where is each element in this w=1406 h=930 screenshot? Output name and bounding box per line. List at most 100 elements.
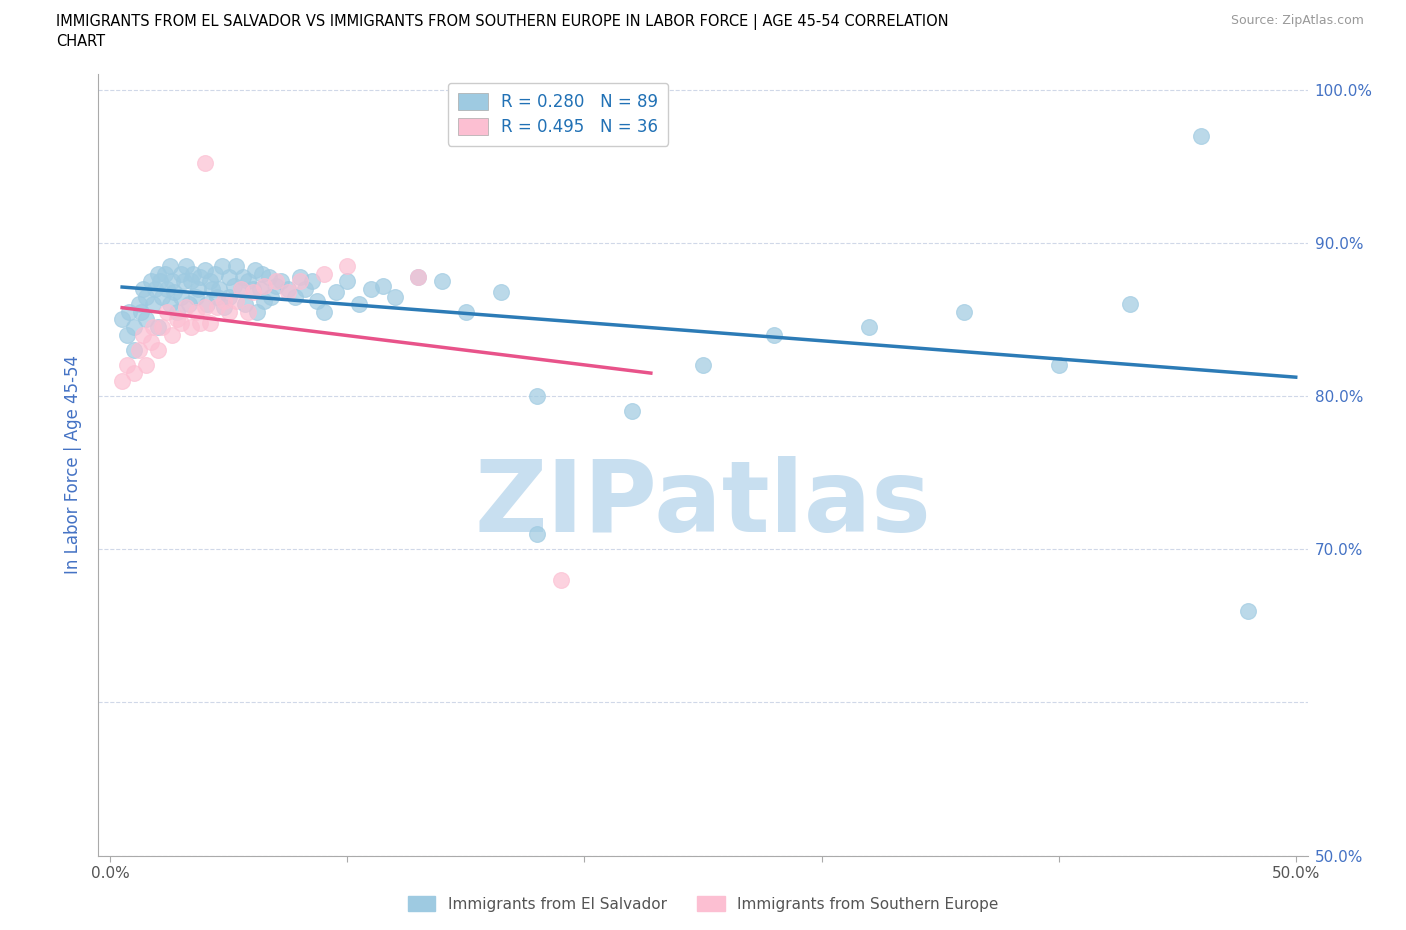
Point [174, 259, 197, 273]
Point [288, 269, 311, 284]
Point [170, 266, 193, 281]
Point [246, 304, 269, 319]
Point [325, 285, 347, 299]
Point [135, 312, 157, 327]
Point [242, 285, 264, 299]
Point [253, 294, 276, 309]
Point [118, 304, 141, 319]
Text: ZIPatlas: ZIPatlas [475, 456, 931, 552]
Point [526, 526, 548, 541]
Point [253, 278, 276, 293]
Point [128, 297, 150, 312]
Point [243, 263, 266, 278]
Point [1189, 128, 1212, 143]
Point [156, 282, 179, 297]
Point [211, 259, 233, 273]
Point [294, 282, 316, 297]
Point [194, 263, 217, 278]
Point [277, 285, 299, 299]
Point [336, 273, 359, 288]
Point [371, 278, 394, 293]
Point [305, 294, 328, 309]
Point [250, 266, 273, 281]
Point [198, 273, 221, 288]
Point [858, 320, 880, 335]
Point [152, 320, 174, 335]
Point [550, 573, 572, 588]
Point [139, 335, 162, 350]
Point [432, 273, 454, 288]
Point [166, 304, 188, 319]
Point [122, 365, 145, 380]
Point [122, 342, 145, 357]
Point [159, 259, 181, 273]
Point [159, 297, 181, 312]
Point [1047, 358, 1070, 373]
Point [384, 289, 406, 304]
Point [142, 320, 165, 335]
Point [111, 312, 134, 327]
Point [242, 282, 264, 297]
Point [187, 282, 209, 297]
Point [132, 282, 155, 297]
Point [146, 266, 169, 281]
Point [526, 389, 548, 404]
Point [149, 273, 172, 288]
Point [284, 289, 307, 304]
Point [288, 273, 311, 288]
Point [312, 266, 335, 281]
Point [336, 259, 359, 273]
Point [270, 273, 292, 288]
Point [180, 320, 202, 335]
Point [190, 315, 212, 330]
Point [166, 312, 188, 327]
Point [132, 327, 155, 342]
Point [212, 294, 235, 309]
Point [135, 358, 157, 373]
Point [122, 320, 145, 335]
Legend: R = 0.280   N = 89, R = 0.495   N = 36: R = 0.280 N = 89, R = 0.495 N = 36 [447, 83, 668, 146]
Point [277, 282, 299, 297]
Point [205, 299, 228, 314]
Point [205, 289, 228, 304]
Text: IMMIGRANTS FROM EL SALVADOR VS IMMIGRANTS FROM SOUTHERN EUROPE IN LABOR FORCE | : IMMIGRANTS FROM EL SALVADOR VS IMMIGRANT… [56, 14, 949, 30]
Point [212, 299, 235, 314]
Point [184, 289, 207, 304]
Point [194, 299, 217, 314]
Point [1119, 297, 1142, 312]
Point [204, 266, 226, 281]
Point [225, 294, 247, 309]
Point [152, 289, 174, 304]
Point [115, 358, 138, 373]
Point [128, 342, 150, 357]
Point [208, 282, 231, 297]
Point [163, 285, 186, 299]
Point [160, 273, 183, 288]
Point [264, 273, 287, 288]
Point [236, 304, 259, 319]
Point [408, 269, 430, 284]
Point [180, 273, 202, 288]
Point [146, 320, 169, 335]
Text: CHART: CHART [56, 34, 105, 49]
Point [620, 404, 643, 418]
Point [135, 289, 157, 304]
Point [139, 273, 162, 288]
Point [312, 304, 335, 319]
Point [170, 315, 193, 330]
Y-axis label: In Labor Force | Age 45-54: In Labor Force | Age 45-54 [65, 355, 83, 575]
Point [491, 285, 513, 299]
Point [249, 282, 271, 297]
Point [198, 315, 221, 330]
Point [190, 269, 212, 284]
Point [260, 289, 283, 304]
Point [156, 304, 179, 319]
Point [115, 327, 138, 342]
Point [360, 282, 382, 297]
Legend: Immigrants from El Salvador, Immigrants from Southern Europe: Immigrants from El Salvador, Immigrants … [402, 889, 1004, 918]
Point [454, 304, 477, 319]
Point [218, 304, 240, 319]
Point [408, 269, 430, 284]
Point [184, 304, 207, 319]
Point [692, 358, 714, 373]
